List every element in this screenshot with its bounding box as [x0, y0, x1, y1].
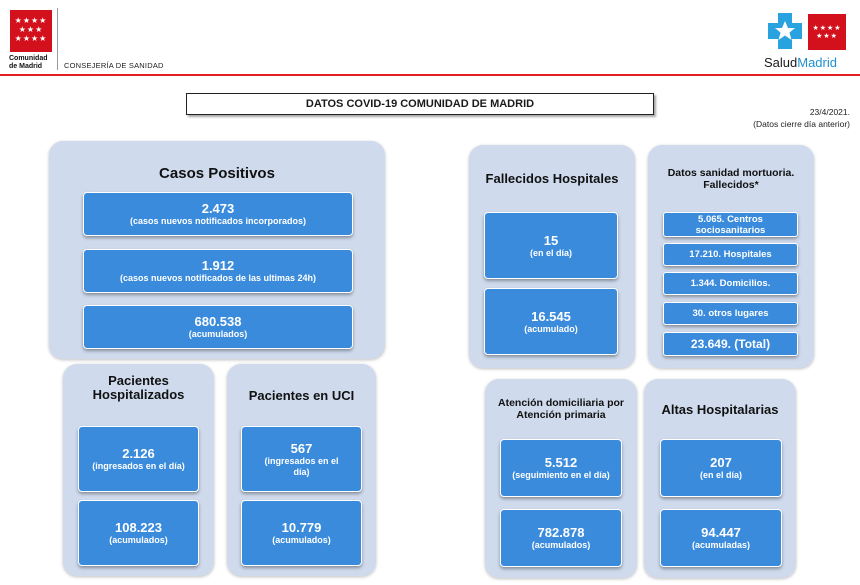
report-date-line2: (Datos cierre día anterior)	[753, 119, 850, 129]
hospitalizados-panel: Pacientes Hospitalizados 2.126 (ingresad…	[63, 364, 214, 576]
page-title: DATOS COVID-19 COMUNIDAD DE MADRID	[186, 93, 654, 115]
report-date-line1: 23/4/2021.	[809, 107, 850, 117]
stat-caption: (seguimiento en el día)	[512, 470, 610, 480]
hospitalizados-dia: 2.126 (ingresados en el día)	[78, 426, 199, 492]
casos-nuevos-24h: 1.912 (casos nuevos notificados de las u…	[83, 249, 353, 293]
casos-acumulados: 680.538 (acumulados)	[83, 305, 353, 349]
salud-suffix: Madrid	[797, 55, 837, 70]
stat-caption: (en el día)	[699, 470, 742, 480]
fallecidos-title: Fallecidos Hospitales	[485, 171, 619, 186]
stat-value: 2.473	[201, 201, 235, 216]
domiciliaria-dia: 5.512 (seguimiento en el día)	[500, 439, 622, 497]
stars-icon: ★★★★ ★★★ ★★★★	[14, 16, 48, 43]
fallecidos-dia: 15 (en el día)	[484, 212, 618, 279]
stat-value: 5.512	[544, 455, 578, 470]
saludmadrid-logo-text: SaludMadrid	[764, 55, 837, 70]
salud-cross-icon	[768, 13, 802, 49]
casos-nuevos-incorporados: 2.473 (casos nuevos notificados incorpor…	[83, 192, 353, 236]
stat-value: 782.878	[537, 525, 585, 540]
consejeria-label: CONSEJERÍA DE SANIDAD	[64, 61, 164, 70]
stat-caption: (ingresados en el día)	[264, 455, 339, 477]
fallecidos-acumulado: 16.545 (acumulado)	[484, 288, 618, 355]
casos-positivos-panel: Casos Positivos 2.473 (casos nuevos noti…	[49, 141, 385, 359]
stat-caption: (acumuladas)	[691, 540, 751, 550]
fallecidos-panel: Fallecidos Hospitales 15 (en el día) 16.…	[469, 145, 635, 368]
uci-panel: Pacientes en UCI 567 (ingresados en el d…	[227, 364, 376, 576]
report-date: 23/4/2021. (Datos cierre día anterior)	[700, 106, 850, 130]
mortuoria-total: 23.649. (Total)	[663, 332, 798, 356]
altas-panel: Altas Hospitalarias 207 (en el día) 94.4…	[644, 379, 796, 578]
altas-dia: 207 (en el día)	[660, 439, 782, 497]
salud-flag-icon	[808, 14, 846, 50]
stat-value: 2.126	[122, 446, 155, 461]
domiciliaria-title: Atención domiciliaria por Atención prima…	[497, 397, 625, 421]
domiciliaria-panel: Atención domiciliaria por Atención prima…	[485, 379, 637, 578]
stat-caption: (acumulado)	[524, 323, 578, 334]
stat-value: 15	[543, 232, 559, 248]
stat-caption: (casos nuevos notificados incorporados)	[129, 216, 307, 226]
uci-title: Pacientes en UCI	[248, 388, 355, 403]
stat-caption: (en el día)	[529, 247, 572, 258]
header-divider	[57, 8, 58, 70]
stat-value: 94.447	[701, 525, 741, 540]
salud-stars-icon: ★★★★ ★★★	[812, 25, 842, 40]
stat-value: 1.912	[201, 258, 235, 273]
comunidad-madrid-name: Comunidad de Madrid	[9, 55, 48, 71]
hospitalizados-title: Pacientes Hospitalizados	[92, 373, 185, 402]
stat-caption: (acumulados)	[531, 540, 591, 550]
mortuoria-title: Datos sanidad mortuoria. Fallecidos*	[667, 167, 795, 191]
mortuoria-sociosanitarios: 5.065. Centros sociosanitarios	[663, 212, 798, 237]
domiciliaria-acumulados: 782.878 (acumulados)	[500, 509, 622, 567]
stat-value: 207	[710, 455, 732, 470]
comunidad-madrid-logo	[10, 10, 52, 52]
stat-caption: (acumulados)	[272, 535, 331, 545]
stat-value: 16.545	[531, 308, 571, 324]
casos-positivos-title: Casos Positivos	[159, 165, 275, 182]
cm-name-line2: de Madrid	[9, 63, 43, 70]
salud-prefix: Salud	[764, 55, 798, 70]
stat-value: 108.223	[115, 520, 162, 535]
mortuoria-hospitales: 17.210. Hospitales	[663, 243, 798, 266]
mortuoria-domicilios: 1.344. Domicilios.	[663, 272, 798, 295]
altas-title: Altas Hospitalarias	[661, 402, 779, 417]
uci-acumulados: 10.779 (acumulados)	[241, 500, 362, 566]
stat-value: 567	[290, 440, 313, 456]
mortuoria-otros: 30. otros lugares	[663, 302, 798, 325]
header-red-line	[0, 74, 860, 76]
uci-dia: 567 (ingresados en el día)	[241, 426, 362, 492]
mortuoria-panel: Datos sanidad mortuoria. Fallecidos* 5.0…	[648, 145, 814, 368]
altas-acumuladas: 94.447 (acumuladas)	[660, 509, 782, 567]
stat-value: 680.538	[194, 314, 242, 329]
hospitalizados-acumulados: 108.223 (acumulados)	[78, 500, 199, 566]
stat-caption: (acumulados)	[188, 329, 248, 339]
stat-value: 10.779	[281, 520, 322, 535]
stat-caption: (ingresados en el día)	[92, 461, 185, 471]
stat-caption: (casos nuevos notificados de las ultimas…	[119, 273, 317, 283]
cm-name-line1: Comunidad	[9, 55, 48, 62]
stat-caption: (acumulados)	[109, 535, 168, 545]
